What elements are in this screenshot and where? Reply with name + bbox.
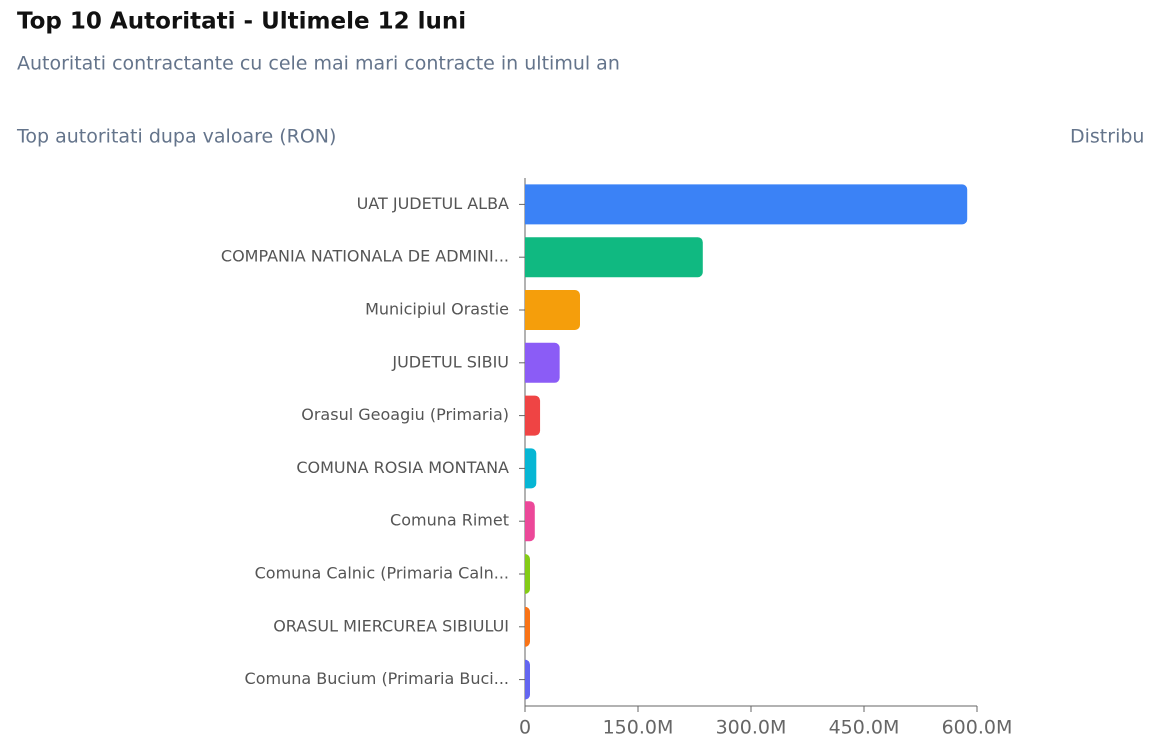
chart-title: Top autoritati dupa valoare (RON) [16,126,336,148]
x-tick-label: 450.0M [829,717,900,738]
y-tick-label: Orasul Geoagiu (Primaria) [301,405,509,424]
x-tick-label: 300.0M [716,717,787,738]
plot: 0 150.0M 300.0M 450.0M 600.0M UAT JUDETUL ALB… [221,178,1012,738]
bar [525,501,535,542]
y-tick-label: Comuna Calnic (Primaria Caln... [255,564,509,583]
bar [525,290,580,330]
bar [525,606,530,647]
panel-title: Distribu [1070,126,1144,148]
page-title: Top 10 Autoritati - Ultimele 12 luni [17,9,466,35]
bar [525,448,537,489]
bar [525,184,968,225]
page-subtitle: Autoritati contractante cu cele mai mari… [17,53,620,75]
bar [525,659,530,700]
x-tick-label: 150.0M [603,717,674,738]
x-tick-label: 0 [519,717,531,738]
y-tick-label: UAT JUDETUL ALBA [357,194,509,213]
y-tick-label: ORASUL MIERCUREA SIBIULUI [273,616,509,635]
bar [525,342,560,383]
bar [525,395,541,436]
y-tick-label: Comuna Bucium (Primaria Buci... [245,669,509,688]
y-tick-label: Comuna Rimet [390,511,509,530]
y-tick-label: COMPANIA NATIONALA DE ADMINI... [221,247,509,266]
y-tick-label: JUDETUL SIBIU [391,352,509,371]
y-tick-label: COMUNA ROSIA MONTANA [296,458,509,477]
y-tick-label: Municipiul Orastie [365,300,509,319]
x-tick-label: 600.0M [942,717,1013,738]
bar [525,237,703,278]
bar [525,554,530,594]
